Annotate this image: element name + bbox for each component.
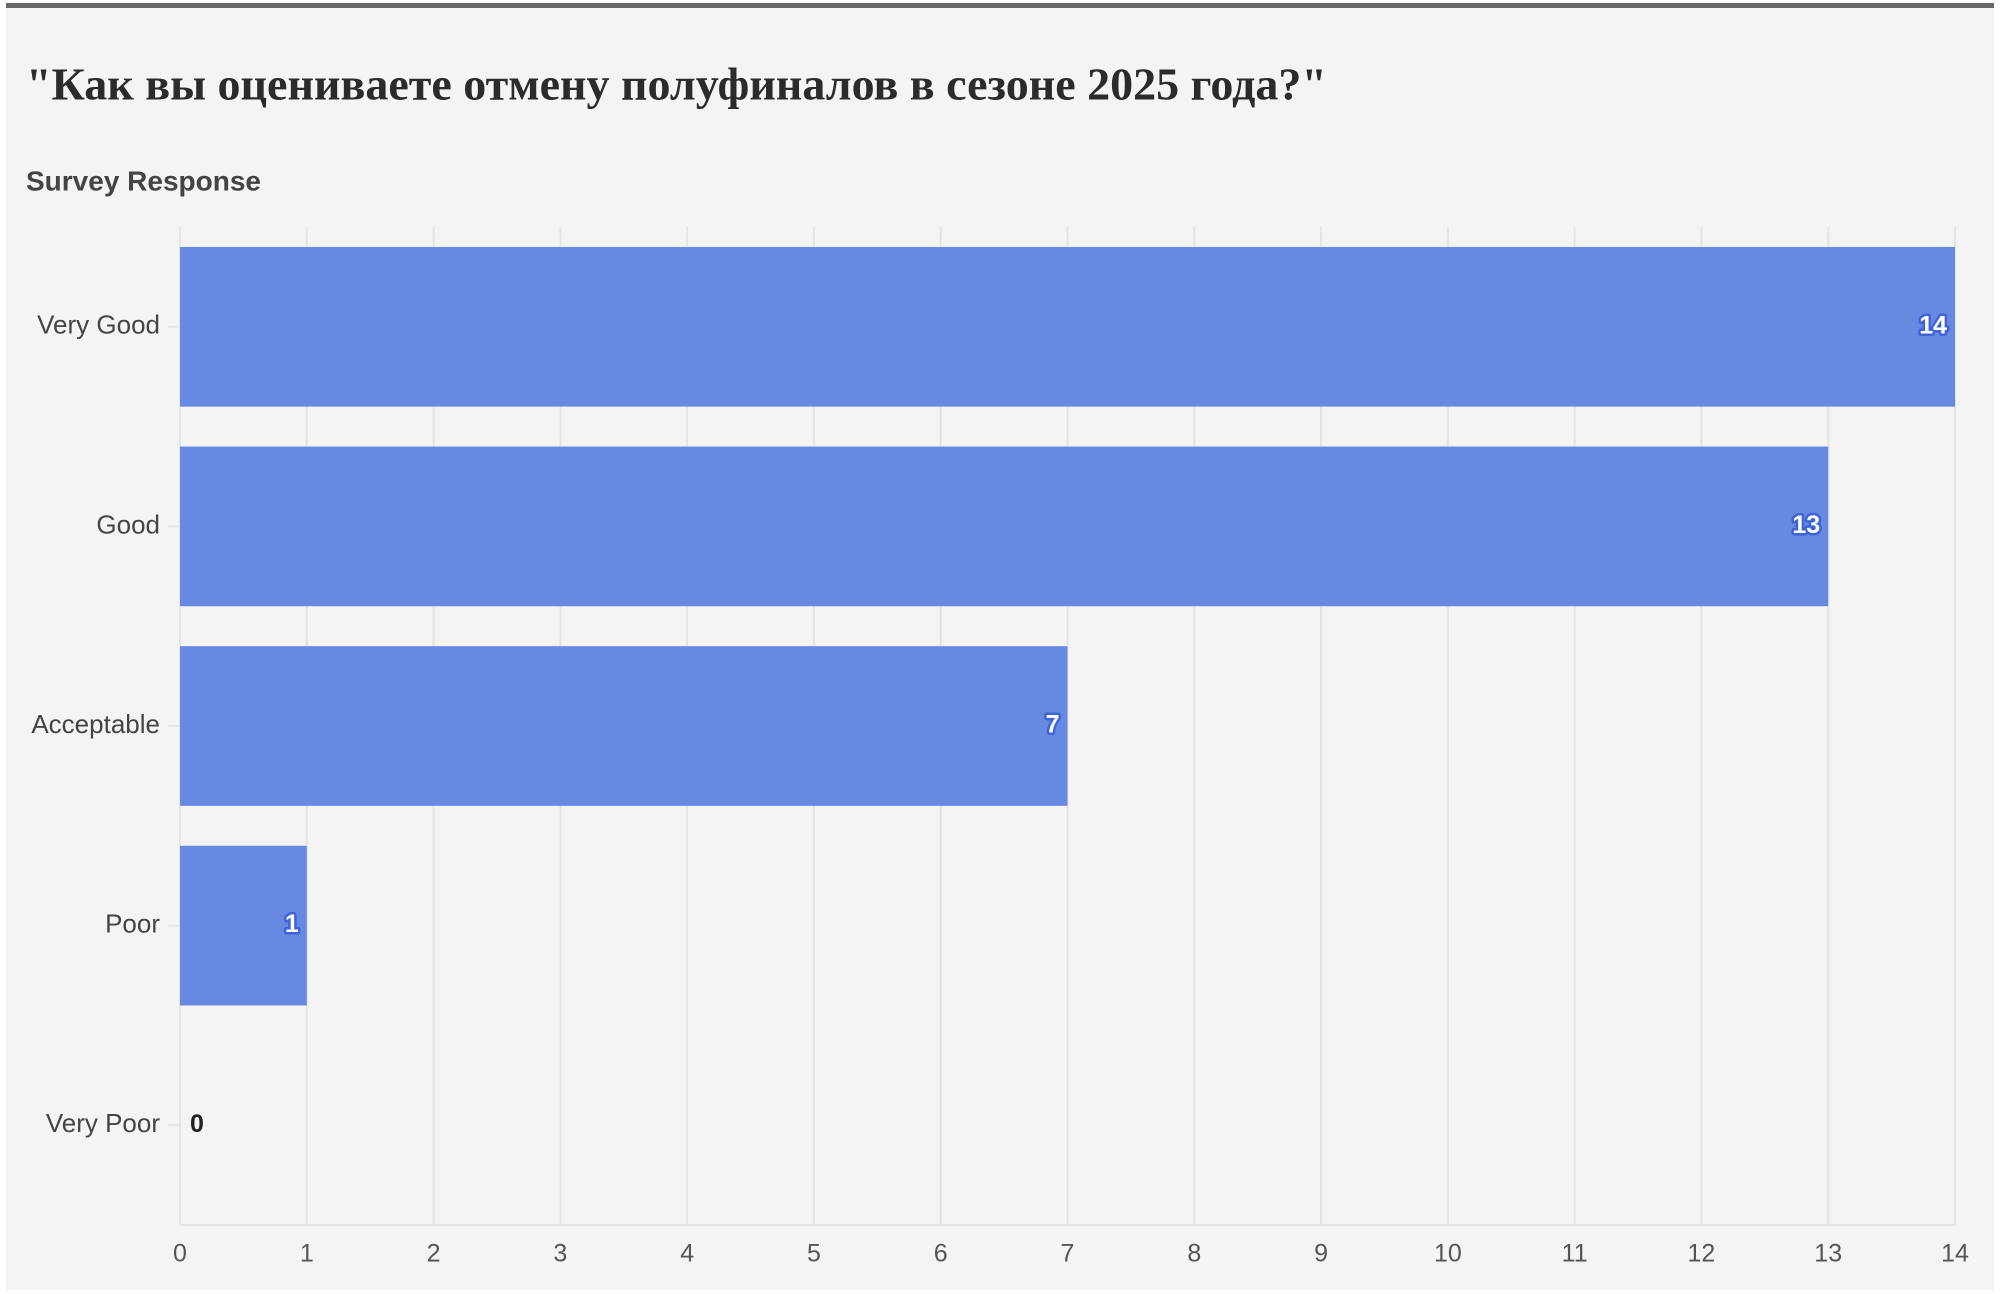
x-tick-label: 12	[1688, 1240, 1716, 1268]
y-tick-label: Very Poor	[46, 1108, 161, 1138]
bar	[180, 246, 1955, 407]
bar	[180, 646, 1068, 806]
x-tick-label: 4	[680, 1240, 694, 1268]
value-label: 7	[1046, 711, 1060, 739]
x-tick-label: 1	[300, 1240, 314, 1268]
x-tick-label: 11	[1562, 1240, 1588, 1268]
top-rule	[6, 3, 1994, 8]
y-tick-label: Poor	[105, 908, 160, 938]
x-tick-label: 8	[1187, 1240, 1201, 1268]
value-label: 13	[1792, 511, 1820, 539]
y-axis-title: Survey Response	[26, 165, 261, 196]
x-tick-label: 2	[427, 1240, 441, 1268]
x-tick-label: 6	[934, 1240, 948, 1268]
x-tick-label: 5	[807, 1240, 821, 1268]
bar	[180, 446, 1829, 607]
chart-title: "Как вы оцениваете отмену полуфиналов в …	[26, 59, 1327, 110]
bar	[180, 845, 307, 1006]
x-tick-label: 0	[173, 1240, 187, 1268]
value-label: 14	[1919, 311, 1947, 339]
x-tick-label: 10	[1434, 1240, 1462, 1268]
x-tick-label: 7	[1061, 1240, 1075, 1268]
value-label: 1	[285, 910, 299, 938]
value-label: 0	[190, 1110, 204, 1138]
x-tick-label: 9	[1314, 1240, 1328, 1268]
bars: 14 13 7 1 0	[180, 246, 1955, 1138]
x-tick-label: 3	[553, 1240, 567, 1268]
y-tick-label: Good	[96, 509, 160, 539]
x-tick-label: 14	[1941, 1240, 1969, 1268]
x-tick-label: 13	[1814, 1240, 1842, 1268]
y-tick-label: Acceptable	[31, 709, 160, 739]
y-tick-label: Very Good	[37, 310, 160, 340]
